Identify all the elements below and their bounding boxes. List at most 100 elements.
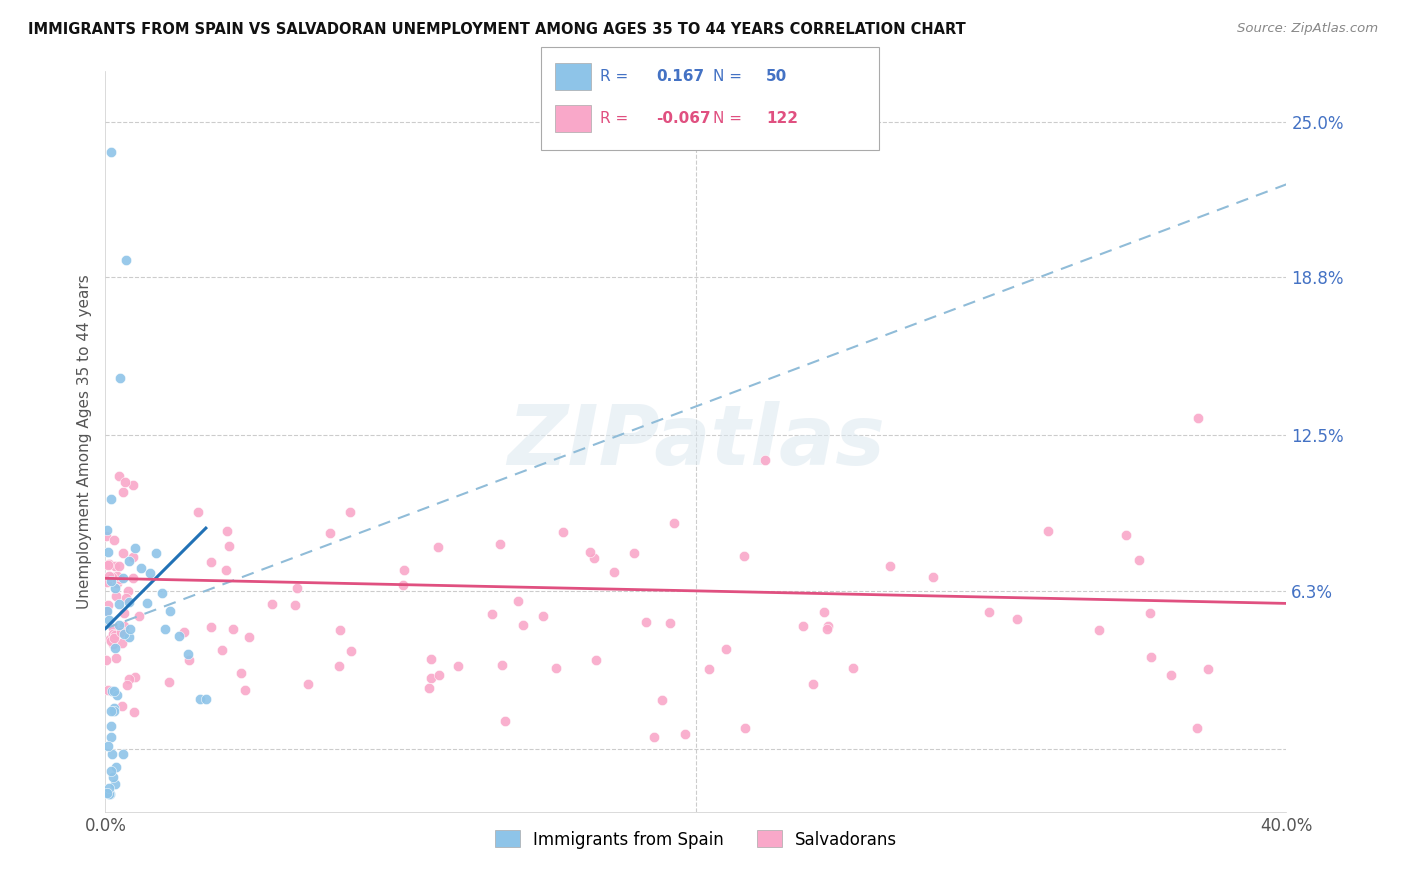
- Point: [97, 557, 120, 571]
- Point: [111, 698, 134, 713]
- Point: [734, 721, 756, 735]
- Point: [188, 691, 211, 706]
- Text: 122: 122: [766, 112, 799, 126]
- Point: [100, 145, 122, 159]
- Point: [101, 621, 124, 635]
- Point: [97, 683, 120, 698]
- Point: [222, 623, 245, 637]
- Point: [101, 637, 124, 651]
- Point: [103, 631, 125, 645]
- Point: [101, 770, 124, 784]
- Point: [1115, 528, 1137, 542]
- Point: [103, 559, 125, 574]
- Point: [105, 575, 128, 590]
- Point: [97, 614, 120, 628]
- Point: [114, 475, 136, 489]
- Point: [112, 485, 135, 500]
- Point: [546, 661, 568, 675]
- Point: [112, 627, 135, 641]
- Point: [150, 586, 173, 600]
- Point: [115, 252, 138, 267]
- Point: [585, 652, 607, 666]
- Point: [420, 671, 443, 685]
- Point: [419, 652, 441, 666]
- Point: [103, 627, 125, 641]
- Point: [111, 624, 134, 639]
- Point: [115, 591, 138, 605]
- Point: [673, 727, 696, 741]
- Text: R =: R =: [600, 112, 628, 126]
- Point: [108, 572, 131, 586]
- Point: [118, 630, 141, 644]
- Point: [138, 566, 162, 581]
- Text: N =: N =: [713, 70, 742, 84]
- Point: [879, 559, 901, 574]
- Point: [122, 477, 145, 491]
- Point: [792, 619, 814, 633]
- Point: [110, 625, 132, 640]
- Point: [117, 672, 139, 686]
- Point: [104, 589, 127, 603]
- Point: [634, 615, 657, 630]
- Point: [117, 584, 139, 599]
- Point: [623, 546, 645, 560]
- Point: [96, 652, 118, 666]
- Point: [716, 641, 738, 656]
- Point: [145, 546, 167, 560]
- Point: [297, 677, 319, 691]
- Point: [699, 662, 721, 676]
- Text: IMMIGRANTS FROM SPAIN VS SALVADORAN UNEMPLOYMENT AMONG AGES 35 TO 44 YEARS CORRE: IMMIGRANTS FROM SPAIN VS SALVADORAN UNEM…: [28, 22, 966, 37]
- Point: [124, 541, 146, 556]
- Point: [112, 606, 135, 620]
- Point: [98, 781, 121, 796]
- Point: [977, 605, 1000, 619]
- Point: [97, 739, 120, 754]
- Point: [179, 653, 201, 667]
- Y-axis label: Unemployment Among Ages 35 to 44 years: Unemployment Among Ages 35 to 44 years: [76, 274, 91, 609]
- Point: [105, 651, 128, 665]
- Point: [112, 571, 135, 585]
- Point: [200, 556, 222, 570]
- Point: [97, 598, 120, 612]
- Point: [602, 565, 624, 579]
- Point: [100, 574, 122, 589]
- Point: [506, 593, 529, 607]
- Point: [104, 627, 127, 641]
- Point: [159, 604, 181, 618]
- Point: [287, 581, 309, 595]
- Point: [578, 545, 600, 559]
- Point: [107, 618, 129, 632]
- Point: [233, 683, 256, 698]
- Point: [1005, 612, 1028, 626]
- Point: [97, 568, 120, 582]
- Point: [118, 554, 141, 568]
- Point: [98, 787, 121, 801]
- Point: [108, 597, 131, 611]
- Point: [103, 684, 125, 698]
- Point: [659, 615, 682, 630]
- Point: [105, 760, 128, 774]
- Point: [108, 558, 131, 573]
- Point: [1036, 524, 1059, 538]
- Point: [153, 622, 176, 636]
- Point: [922, 570, 945, 584]
- Point: [110, 370, 132, 384]
- Point: [98, 787, 121, 801]
- Point: [491, 658, 513, 673]
- Point: [94, 529, 117, 543]
- Point: [1197, 663, 1219, 677]
- Point: [1185, 721, 1208, 735]
- Point: [583, 550, 606, 565]
- Point: [105, 568, 128, 582]
- Point: [1187, 410, 1209, 425]
- Point: [105, 688, 128, 702]
- Point: [815, 622, 838, 636]
- Point: [100, 718, 122, 732]
- Point: [100, 491, 122, 506]
- Point: [98, 632, 121, 647]
- Point: [817, 619, 839, 633]
- Point: [512, 618, 534, 632]
- Point: [754, 453, 776, 467]
- Point: [1088, 623, 1111, 637]
- Point: [135, 596, 157, 610]
